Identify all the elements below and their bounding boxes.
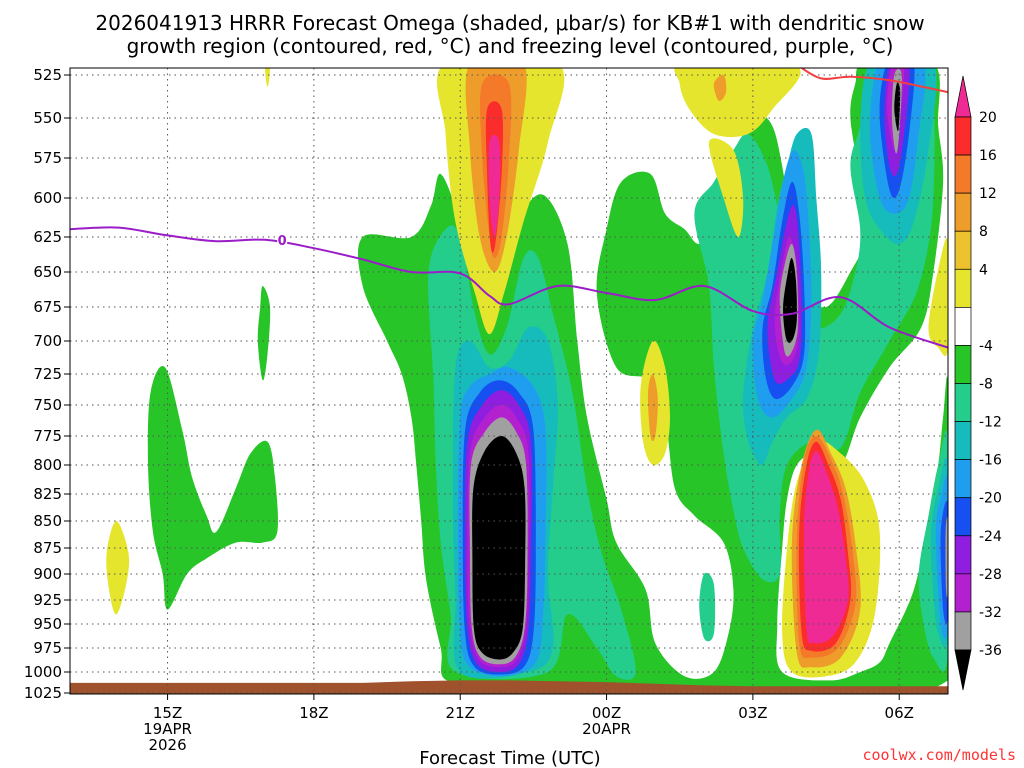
y-tick-label-700: 700 — [33, 332, 62, 350]
y-tick-label-800: 800 — [33, 456, 62, 474]
y-tick-label-525: 525 — [33, 66, 62, 84]
credit-text[interactable]: coolwx.com/models — [862, 746, 1016, 764]
y-tick-label-825: 825 — [33, 485, 62, 503]
omega-region-neg-0-31 — [894, 82, 901, 132]
colorbar-label-0: 20 — [979, 110, 997, 126]
x-tick-label-18Z: 18Z — [299, 704, 328, 722]
y-tick-label-1025: 1025 — [24, 684, 62, 702]
plot-frame — [69, 67, 949, 695]
colorbar-segment-12 — [954, 535, 972, 575]
colorbar-top-arrow — [954, 75, 972, 118]
y-tick-label-775: 775 — [33, 427, 62, 445]
x-date-label-19APR: 19APR — [143, 720, 192, 738]
omega-region-pos-2-1 — [708, 138, 744, 237]
colorbar-segment-8 — [954, 383, 972, 422]
omega-region-neg-0-30 — [783, 257, 798, 343]
x-tick-label-06Z: 06Z — [885, 704, 914, 722]
x-tick-label-21Z: 21Z — [446, 704, 475, 722]
x-year-label-2026: 2026 — [148, 736, 186, 754]
colorbar-label-5: -4 — [979, 338, 993, 354]
omega-region-pos-6-0 — [928, 237, 948, 357]
colorbar-segment-3 — [954, 192, 972, 232]
y-tick-label-925: 925 — [33, 591, 62, 609]
colorbar-label-8: -16 — [979, 453, 1002, 469]
grid — [70, 68, 948, 694]
colorbar-label-2: 12 — [979, 186, 997, 202]
colorbar-segment-7 — [954, 345, 972, 384]
omega-shading — [106, 68, 948, 694]
colorbar-segment-1 — [954, 116, 972, 156]
y-tick-label-625: 625 — [33, 228, 62, 246]
y-tick-label-950: 950 — [33, 615, 62, 633]
colorbar-label-12: -32 — [979, 605, 1002, 621]
colorbar-segment-5 — [954, 268, 972, 308]
freezing-level-line — [70, 226, 948, 349]
y-tick-label-1000: 1000 — [24, 663, 62, 681]
colorbar-label-11: -28 — [979, 567, 1002, 583]
x-tick-label-03Z: 03Z — [738, 704, 767, 722]
chart-title-line-1: 2026041913 HRRR Forecast Omega (shaded, … — [95, 11, 924, 35]
freezing-level-label-bg — [277, 232, 288, 246]
chart-title-line-2: growth region (contoured, red, °C) and f… — [127, 34, 894, 58]
colorbar-label-10: -24 — [979, 529, 1002, 545]
y-tick-label-750: 750 — [33, 396, 62, 414]
omega-region-neg-0-29 — [472, 435, 526, 660]
colorbar-segment-6 — [954, 307, 972, 346]
omega-region-pos-2-2 — [713, 74, 727, 102]
colorbar: 20 16 12 8 4 -4 -8 -12 -16 -20 -24 -28 -32 -36 — [954, 75, 1002, 691]
colorbar-segment-10 — [954, 459, 972, 499]
colorbar-segment-14 — [954, 611, 972, 651]
x-axis-label: Forecast Time (UTC) — [419, 748, 600, 768]
colorbar-label-3: 8 — [979, 224, 988, 240]
colorbar-segment-2 — [954, 154, 972, 194]
colorbar-segment-4 — [954, 230, 972, 270]
y-tick-label-600: 600 — [33, 189, 62, 207]
colorbar-label-9: -20 — [979, 491, 1002, 507]
omega-region-pos-1-4 — [488, 135, 501, 237]
colorbar-label-13: -36 — [979, 643, 1002, 659]
y-tick-label-725: 725 — [33, 365, 62, 383]
omega-region-pos-7-0 — [265, 68, 270, 87]
x-tick-label-15Z: 15Z — [153, 704, 182, 722]
terrain — [70, 680, 948, 694]
y-tick-label-850: 850 — [33, 512, 62, 530]
y-tick-label-650: 650 — [33, 263, 62, 281]
x-tick-label-00Z: 00Z — [592, 704, 621, 722]
y-tick-label-675: 675 — [33, 298, 62, 316]
colorbar-label-1: 16 — [979, 148, 997, 164]
colorbar-bottom-arrow — [954, 649, 972, 691]
y-tick-label-875: 875 — [33, 539, 62, 557]
contour-lines: 0 — [70, 68, 948, 349]
colorbar-label-7: -12 — [979, 415, 1002, 431]
colorbar-label-6: -8 — [979, 377, 993, 393]
x-date-label-20APR: 20APR — [582, 720, 631, 738]
y-tick-label-975: 975 — [33, 639, 62, 657]
dgz-contour-line — [799, 68, 948, 94]
y-tick-label-550: 550 — [33, 109, 62, 127]
y-tick-label-575: 575 — [33, 149, 62, 167]
terrain-fill — [70, 680, 948, 694]
omega-region-neg-0-2 — [257, 286, 271, 381]
omega-region-pos-3-1 — [647, 373, 658, 442]
omega-region-pos-4-4 — [804, 451, 849, 644]
colorbar-segment-13 — [954, 573, 972, 613]
colorbar-segment-11 — [954, 497, 972, 537]
omega-region-neg-0-1 — [147, 365, 278, 610]
colorbar-segment-9 — [954, 421, 972, 460]
omega-region-pos-5-0 — [106, 521, 130, 615]
y-axis: 525 550 575 600 625 650 675 700 725 750 775 800 825 8… — [24, 66, 70, 702]
y-tick-label-900: 900 — [33, 565, 62, 583]
omega-region-neg-0-28 — [945, 517, 948, 598]
colorbar-label-4: 4 — [979, 262, 988, 278]
freezing-level-label: 0 — [278, 234, 287, 249]
omega-region-pos-2-0 — [674, 68, 801, 138]
